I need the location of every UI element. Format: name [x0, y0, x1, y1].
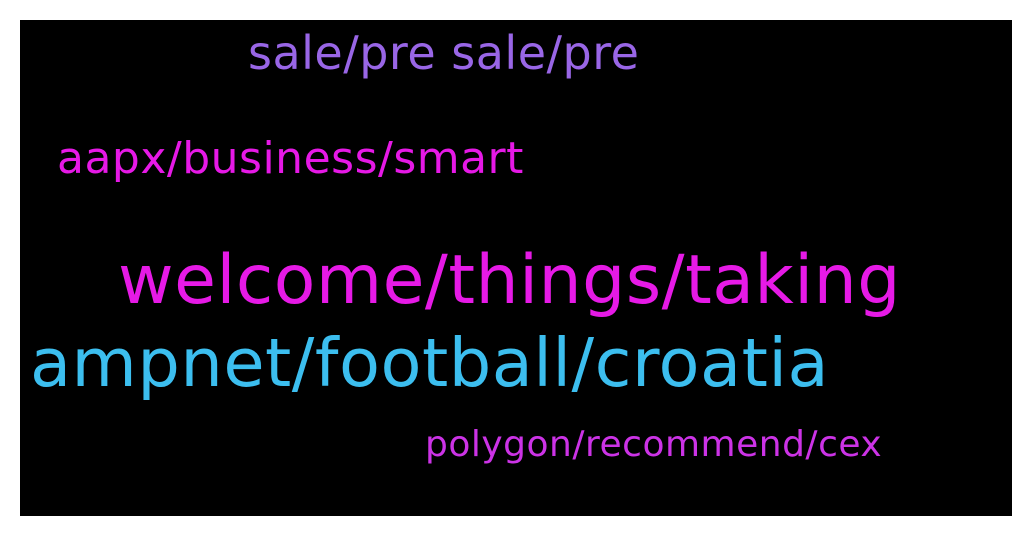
word-welcome-things-taking: welcome/things/taking	[118, 241, 901, 320]
word-ampnet-football-croatia: ampnet/football/croatia	[30, 324, 830, 402]
word-polygon-recommend-cex: polygon/recommend/cex	[425, 424, 883, 465]
word-aapx-business-smart: aapx/business/smart	[57, 133, 524, 184]
word-sale-pre: sale/pre sale/pre	[248, 26, 640, 80]
wordcloud-canvas: sale/pre sale/pre aapx/business/smart we…	[20, 20, 1012, 516]
